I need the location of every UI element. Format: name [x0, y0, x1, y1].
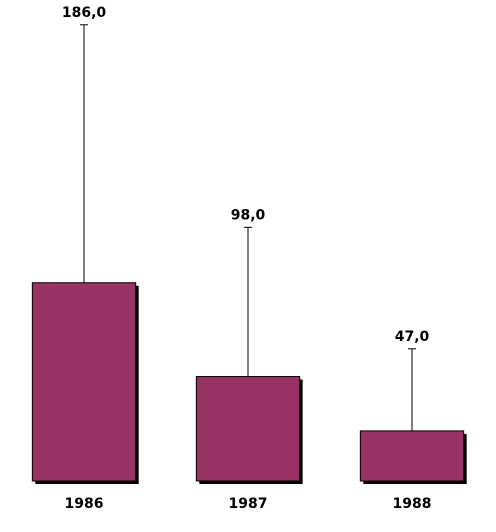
bar: [31, 282, 137, 482]
value-label: 47,0: [395, 329, 430, 345]
value-label: 98,0: [231, 207, 266, 223]
x-tick-label: 1987: [229, 496, 268, 512]
x-tick-label: 1986: [65, 496, 104, 512]
value-label: 186,0: [62, 5, 107, 21]
x-tick-label: 1988: [393, 496, 432, 512]
bar: [195, 376, 301, 482]
bar: [359, 430, 465, 482]
